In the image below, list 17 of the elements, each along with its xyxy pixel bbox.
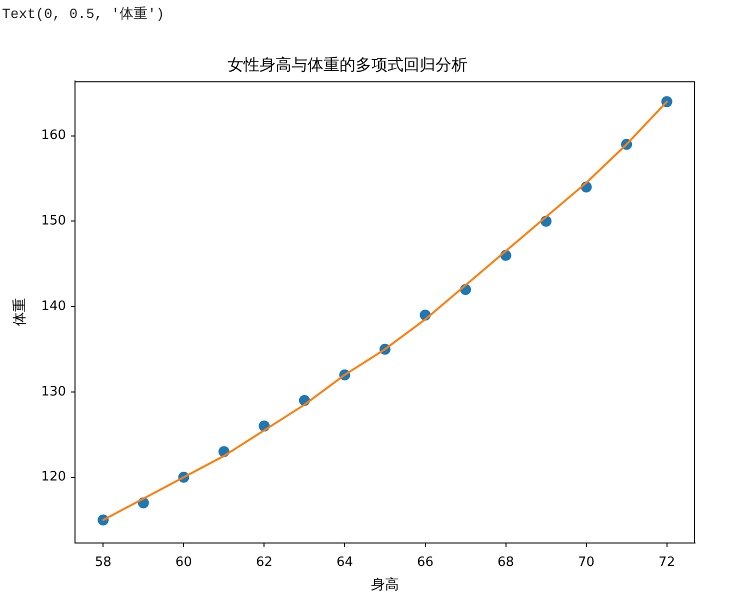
x-tick-label: 64 [336, 555, 354, 570]
x-tick-label: 68 [498, 555, 514, 570]
x-tick-label: 70 [578, 555, 595, 570]
x-tick-label: 60 [175, 555, 192, 570]
x-axis-title: 身高 [371, 577, 399, 594]
y-axis-title: 体重 [12, 298, 28, 326]
chart-title: 女性身高与体重的多项式回归分析 [228, 54, 468, 74]
y-tick-label: 150 [41, 214, 66, 229]
y-tick-label: 130 [41, 384, 66, 400]
text: Text(0, 0.5, '体重') [2, 6, 164, 23]
x-tick-label: 58 [94, 555, 112, 570]
y-tick-label: 120 [41, 470, 66, 485]
x-tick-label: 72 [658, 555, 676, 570]
x-tick-label: 66 [416, 555, 434, 570]
y-tick-label: 140 [41, 298, 66, 314]
y-tick-label: 160 [41, 128, 66, 144]
x-tick-label: 62 [256, 555, 272, 570]
